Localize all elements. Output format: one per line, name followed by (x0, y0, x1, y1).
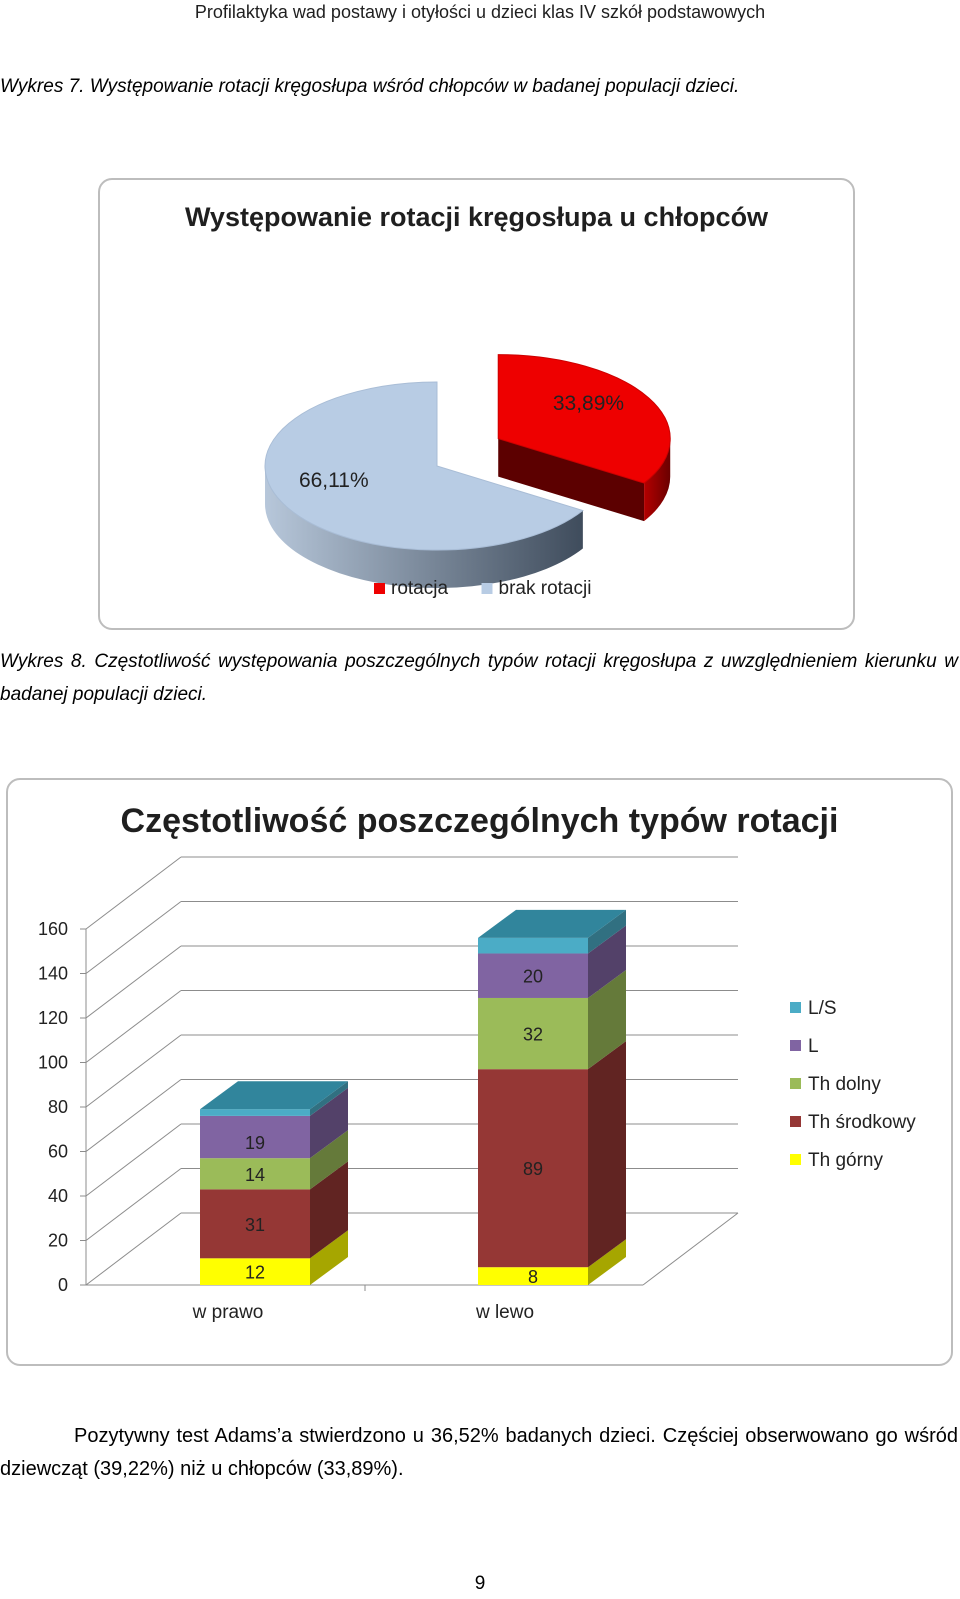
legend-swatch (790, 1078, 801, 1089)
pie-slice-rotacja (497, 354, 671, 484)
gridline-depth (85, 1168, 182, 1241)
bar-segment (478, 937, 588, 954)
ytick-label: 20 (48, 1231, 68, 1251)
legend-swatch (790, 1002, 801, 1013)
legend-swatch (481, 583, 493, 594)
legend-label: L/S (808, 998, 837, 1019)
ytick-label: 0 (58, 1275, 68, 1295)
ytick-label: 100 (38, 1053, 68, 1073)
ytick-label: 60 (48, 1142, 68, 1162)
xtick-label: w prawo (192, 1302, 264, 1323)
running-header: Profilaktyka wad postawy i otyłości u dz… (194, 2, 766, 22)
body-paragraph: Pozytywny test Adams’a stwierdzono u 36,… (0, 1425, 958, 1480)
gridline-depth (85, 945, 182, 1019)
bar-segment-side (310, 1087, 348, 1159)
bar-data-label: 31 (245, 1215, 265, 1235)
bar-top (478, 909, 626, 938)
figure-caption-text: Częstotliwość występowania poszczególnyc… (0, 651, 959, 705)
pie-chart: Występowanie rotacji kręgosłupa u chłopc… (98, 178, 855, 630)
bar-segment-side (310, 1081, 348, 1116)
ytick-label: 160 (38, 919, 68, 939)
floor-edge (642, 1212, 739, 1286)
bar-segment (478, 1069, 588, 1268)
bar-segment (478, 997, 588, 1070)
gridline-depth (85, 856, 182, 930)
page-number: 9 (474, 1573, 486, 1594)
pie-slice-side-brak-rotacji (265, 466, 583, 588)
ytick-label: 120 (38, 1008, 68, 1028)
pie-label-brak-rotacji: 66,11% (299, 469, 369, 492)
ytick-label: 80 (48, 1097, 68, 1117)
pie-label-rotacja: 33,89% (553, 392, 624, 415)
gridline-depth (85, 1034, 182, 1108)
legend-swatch (374, 583, 385, 594)
bar-data-label: 14 (245, 1165, 265, 1185)
figure-caption-7: Wykres 7. Występowanie rotacji kręgosłup… (0, 70, 958, 103)
bar-segment (478, 1267, 588, 1285)
xtick-label: w lewo (475, 1302, 534, 1323)
bar-segment (200, 1158, 310, 1190)
bar-segment-side (588, 925, 626, 998)
figure-label: Wykres 8. (0, 651, 87, 672)
figure-label: Wykres 7. (0, 76, 85, 97)
chart-title: Występowanie rotacji kręgosłupa u chłopc… (184, 202, 769, 232)
bar-segment (200, 1109, 310, 1116)
bar-segment-side (588, 909, 626, 954)
legend-label: Th dolny (808, 1074, 881, 1095)
ytick-label: 40 (48, 1186, 68, 1206)
bar-segment (478, 953, 588, 998)
bar-segment-side (310, 1130, 348, 1190)
legend-label: brak rotacji (499, 578, 592, 599)
figure-caption-8: Wykres 8. Częstotliwość występowania pos… (0, 645, 958, 711)
bar-segment (200, 1258, 310, 1285)
legend-swatch (790, 1154, 801, 1165)
legend-swatch (790, 1040, 801, 1051)
bar-segment-side (588, 969, 626, 1070)
bar-segment (200, 1189, 310, 1259)
legend-label: rotacja (391, 578, 448, 599)
legend-label: L (808, 1036, 819, 1057)
bar-segment-side (588, 1041, 626, 1268)
legend-swatch (790, 1116, 801, 1127)
gridline-depth (85, 901, 182, 974)
bar-segment-side (310, 1230, 348, 1285)
pie-slice-brak-rotacji (264, 381, 584, 551)
ytick-label: 140 (38, 964, 68, 984)
legend-label: Th środkowy (808, 1112, 916, 1133)
pie-slice-side-rotacja (644, 438, 671, 522)
gridline-depth (85, 1079, 182, 1152)
bar-data-label: 12 (245, 1263, 265, 1283)
legend-label: Th górny (808, 1150, 883, 1171)
bar-chart: Częstotliwość poszczególnych typów rotac… (6, 778, 953, 1366)
bar-data-label: 19 (245, 1133, 265, 1153)
chart-title: Częstotliwość poszczególnych typów rotac… (120, 802, 839, 840)
gridline-depth (85, 990, 182, 1063)
bar-data-label: 89 (523, 1159, 543, 1179)
bar-top (200, 1081, 348, 1110)
gridline-depth (85, 1123, 182, 1197)
bar-segment-side (310, 1161, 348, 1259)
bar-data-label: 32 (523, 1025, 543, 1045)
pie-chart-svg: 33,89% 66,11% rotacja brak rotacji (264, 354, 671, 599)
pie-slice-wall-rotacja (498, 438, 645, 522)
bar-segment (200, 1115, 310, 1159)
bar-data-label: 8 (528, 1267, 538, 1287)
figure-caption-text: Występowanie rotacji kręgosłupa wśród ch… (89, 76, 740, 97)
bar-data-label: 20 (523, 967, 543, 987)
bar-segment-side (588, 1239, 626, 1285)
gridline-depth (85, 1212, 182, 1286)
